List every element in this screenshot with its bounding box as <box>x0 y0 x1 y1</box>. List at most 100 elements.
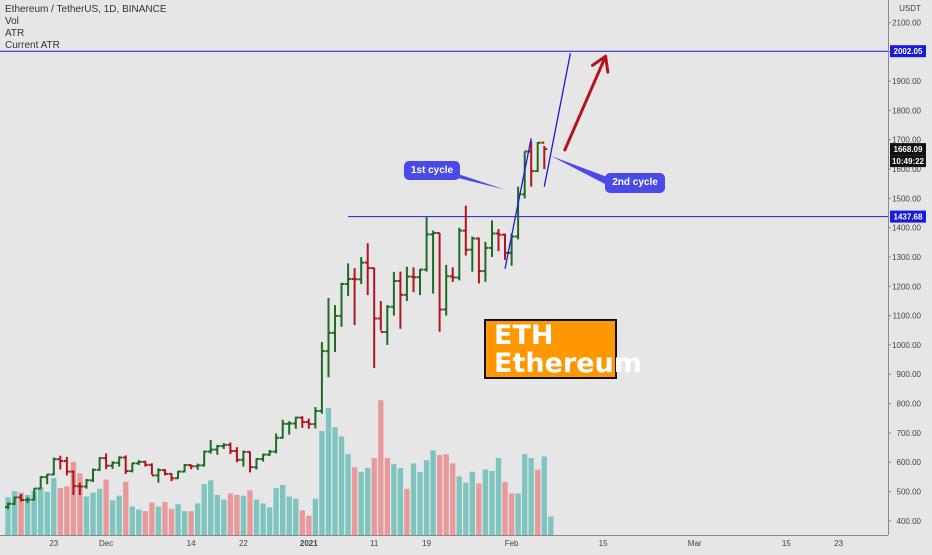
volume-bar <box>90 492 96 535</box>
ohlc-bar <box>325 298 332 378</box>
price-tick-label: 600.00 <box>897 458 922 467</box>
eth-box-name: Ethereum <box>494 348 642 379</box>
volume-bar <box>162 501 168 535</box>
volume-bar <box>70 461 77 535</box>
volume-bar <box>57 488 63 535</box>
ohlc-bar <box>489 220 495 257</box>
ohlc-bar <box>332 305 338 352</box>
ohlc-bar <box>312 407 319 429</box>
ohlc-bar <box>521 150 528 199</box>
ohlc-bar <box>456 227 463 281</box>
ohlc-bar <box>443 264 450 316</box>
ohlc-bar <box>31 487 38 501</box>
volume-bar <box>240 495 247 535</box>
current-price-tag <box>890 143 926 156</box>
volume-bar <box>64 486 70 535</box>
ohlc-bar <box>266 449 273 456</box>
price-tick-label: 1400.00 <box>892 224 921 233</box>
volume-bar <box>38 487 44 535</box>
volume-bar <box>116 495 122 535</box>
time-tick-label: 15 <box>782 539 791 548</box>
ohlc-bar <box>220 443 227 449</box>
ohlc-bar <box>181 463 188 473</box>
trend-line <box>543 53 572 187</box>
ohlc-bar <box>109 461 116 469</box>
price-tick-label: 1900.00 <box>892 77 921 86</box>
volume-bar <box>51 478 57 535</box>
indicator-atr-label[interactable]: ATR <box>5 28 25 39</box>
ohlc-bar <box>534 141 541 173</box>
volume-bar <box>77 473 83 535</box>
ohlc-bar <box>37 476 44 490</box>
bubble-pointer <box>550 155 607 185</box>
volume-bar <box>234 494 240 535</box>
ohlc-bar <box>345 263 352 296</box>
volume-bar <box>18 492 24 535</box>
time-tick-label: Dec <box>99 539 113 548</box>
ohlc-bar <box>175 470 181 480</box>
volume-bar <box>391 464 397 535</box>
volume-bar <box>11 491 18 535</box>
ohlc-bar <box>358 257 365 284</box>
volume-bar <box>31 491 37 535</box>
level-price-tag <box>890 45 926 58</box>
volume-bar <box>469 471 476 535</box>
volume-bar <box>136 509 142 535</box>
indicator-vol-label[interactable]: Vol <box>5 16 19 27</box>
volume-bar <box>430 450 436 535</box>
currency-label: USDT <box>899 4 921 13</box>
ohlc-bar <box>299 416 306 428</box>
ohlc-bar <box>279 419 286 439</box>
price-tick-label: 1300.00 <box>892 253 921 262</box>
ohlc-bar <box>384 305 391 345</box>
ohlc-bar <box>96 457 103 471</box>
ohlc-bar <box>410 267 417 293</box>
symbol-title: Ethereum / TetherUS, 1D, BINANCE <box>5 4 167 15</box>
ohlc-bar <box>227 442 234 454</box>
volume-bar <box>266 507 273 535</box>
ohlc-bar <box>371 267 378 369</box>
time-tick-label: 15 <box>599 539 608 548</box>
bubble-pointer <box>458 174 505 190</box>
ohlc-bar <box>168 472 175 482</box>
ohlc-bar <box>351 268 358 325</box>
ohlc-bar <box>318 342 325 414</box>
ohlc-bar <box>260 453 267 462</box>
volume-bar <box>410 463 417 535</box>
volume-bar <box>168 508 175 535</box>
volume-bar <box>502 481 508 535</box>
volume-bar <box>175 504 181 535</box>
volume-bar <box>312 498 319 535</box>
volume-bar <box>351 467 358 535</box>
volume-bar <box>495 458 502 535</box>
ohlc-bar <box>462 205 469 256</box>
ohlc-bar <box>5 502 11 510</box>
volume-bar <box>155 506 162 535</box>
price-tick-label: 1000.00 <box>892 341 921 350</box>
price-tick-label: 1800.00 <box>892 106 921 115</box>
volume-bar <box>247 490 253 535</box>
volume-bar <box>319 431 325 535</box>
ohlc-bar <box>18 494 25 502</box>
volume-bar <box>463 482 469 535</box>
volume-bar <box>253 499 260 535</box>
volume-bar <box>338 436 345 535</box>
price-tick-label: 1100.00 <box>893 312 922 321</box>
volume-bar <box>299 510 305 535</box>
ohlc-bar <box>436 232 443 332</box>
ohlc-bar <box>305 418 312 429</box>
indicator-current-atr-label[interactable]: Current ATR <box>5 40 60 51</box>
ohlc-bar <box>142 460 149 467</box>
volume-bar <box>332 427 338 535</box>
ohlc-bar <box>44 473 51 485</box>
volume-bar <box>456 476 462 535</box>
time-tick-label: 19 <box>422 539 431 548</box>
time-tick-label: Feb <box>505 539 519 548</box>
ohlc-bar <box>292 416 299 429</box>
volume-bar <box>109 500 116 535</box>
volume-bar <box>450 463 456 535</box>
countdown-tag-label: 10:49:22 <box>892 157 925 166</box>
level-price-tag-label: 2002.05 <box>894 47 923 56</box>
